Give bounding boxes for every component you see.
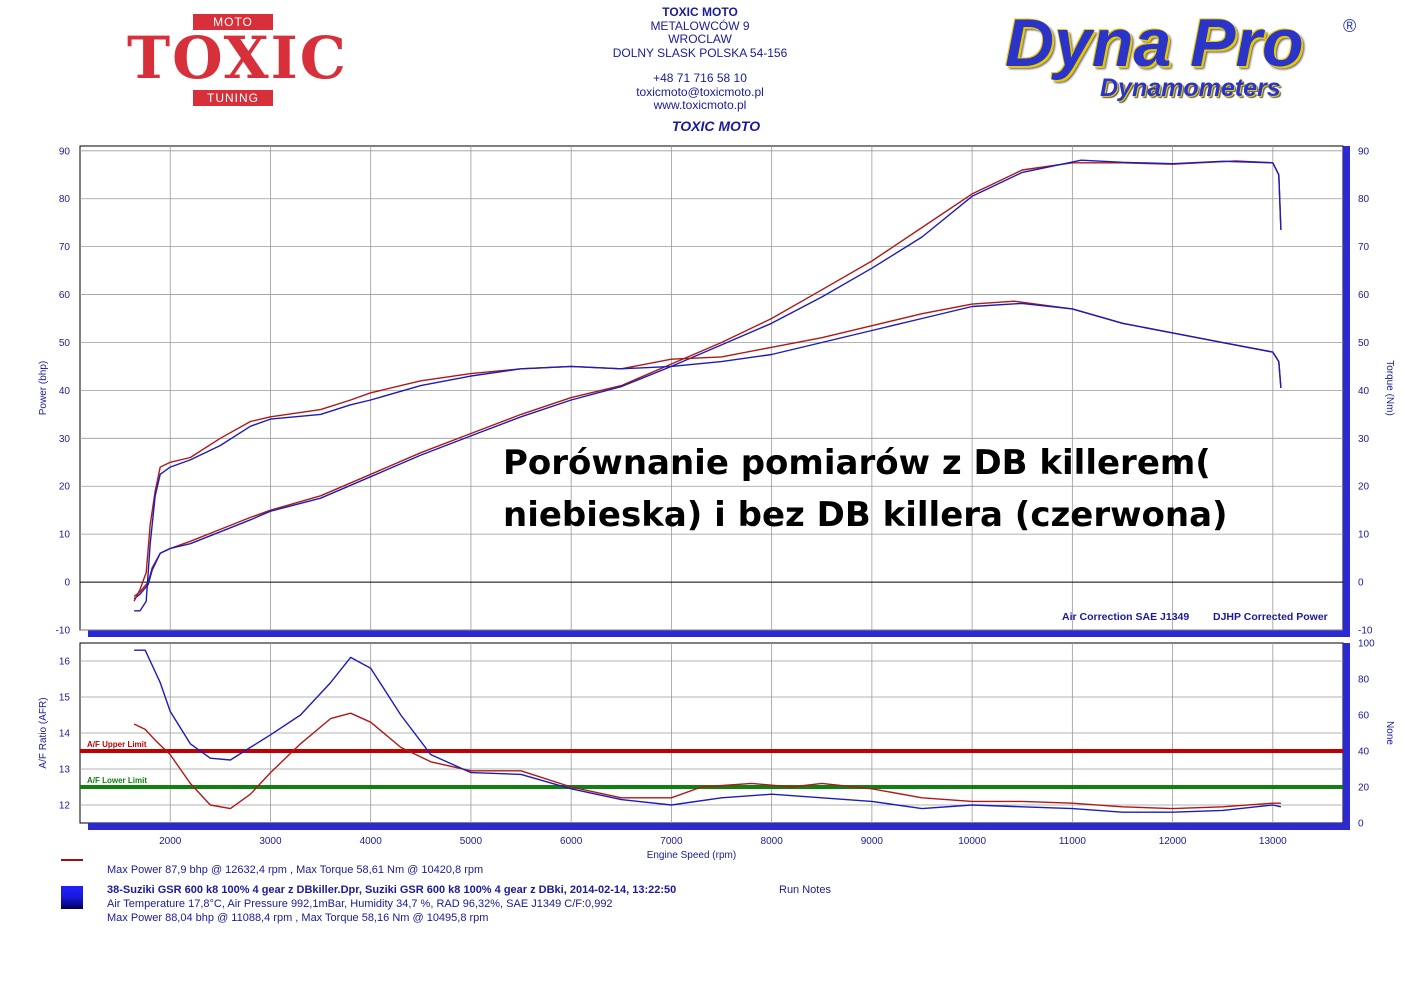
power-torque-series-3	[134, 302, 1282, 612]
address-city: WROCLAW	[668, 32, 732, 46]
run-notes-label: Run Notes	[779, 884, 831, 896]
x-tick-label: 10000	[958, 836, 986, 847]
y-tick-label: 10	[59, 530, 71, 541]
y-tick-label: 70	[59, 242, 71, 253]
y-tick-label: 0	[64, 578, 70, 589]
y2-tick-label: 40	[1358, 747, 1370, 758]
dynapro-logo: Dyna Pro ® Dynamometers	[1005, 5, 1365, 105]
afr-limit-label-0: A/F Upper Limit	[87, 740, 147, 749]
legend-blue-title: 38-Suziki GSR 600 k8 100% 4 gear z DBkil…	[107, 884, 677, 896]
y2-tick-label: 80	[1358, 194, 1370, 205]
afr-series-0	[133, 712, 1281, 810]
legend-red-summary: Max Power 87,9 bhp @ 12632,4 rpm , Max T…	[107, 864, 484, 876]
y2-tick-label: 80	[1358, 675, 1370, 686]
toxic-logo: MOTO TOXIC TUNING	[127, 14, 348, 106]
x-tick-label: 12000	[1159, 836, 1187, 847]
x-tick-label: 13000	[1259, 836, 1287, 847]
x-tick-label: 5000	[460, 836, 483, 847]
x-tick-label: 4000	[360, 836, 383, 847]
legend-blue-conditions: Air Temperature 17,8°C, Air Pressure 992…	[107, 898, 613, 910]
bottom-scale-bar-1	[88, 630, 1350, 637]
x-tick-label: 7000	[660, 836, 683, 847]
y2-tick-label: 10	[1358, 530, 1370, 541]
afr-series-1	[134, 649, 1282, 813]
y2-tick-label: 50	[1358, 338, 1370, 349]
y2-tick-label: 70	[1358, 242, 1370, 253]
x-tick-label: 3000	[259, 836, 282, 847]
address-block: TOXIC MOTO METALOWCÓW 9 WROCLAW DOLNY SL…	[560, 5, 840, 113]
chart-title: TOXIC MOTO	[671, 118, 761, 134]
toxic-logo-moto: MOTO	[193, 14, 273, 30]
x-tick-label: 8000	[761, 836, 784, 847]
y2-tick-label: 90	[1358, 146, 1370, 157]
power-torque-series-1	[133, 159, 1282, 600]
y-tick-label: 40	[59, 386, 71, 397]
y-tick-label: 15	[59, 693, 71, 704]
right-scale-bar-2	[1343, 643, 1350, 830]
y2-tick-label: 40	[1358, 386, 1370, 397]
bottom-scale-bar-2	[88, 823, 1350, 830]
contact-phone: +48 71 716 58 10	[653, 71, 747, 85]
y2-tick-label: 100	[1358, 639, 1375, 650]
y-tick-label: 80	[59, 194, 71, 205]
y2-tick-label: 30	[1358, 434, 1370, 445]
dynapro-logo-registered: ®	[1343, 16, 1357, 36]
y-tick-label: 90	[59, 146, 71, 157]
y-tick-label: -10	[56, 626, 71, 637]
y-tick-label: 12	[59, 801, 71, 812]
comparison-note-line1: Porównanie pomiarów z DB killerem(	[503, 443, 1211, 483]
annotation-air-correction: Air Correction SAE J1349	[1062, 611, 1189, 623]
y2-axis-label: Torque (Nm)	[1384, 360, 1395, 416]
comparison-note: Porównanie pomiarów z DB killerem( niebi…	[503, 437, 1228, 541]
legend-blue-swatch	[61, 886, 83, 909]
y-tick-label: 16	[59, 657, 71, 668]
comparison-note-line2: niebieska) i bez DB killera (czerwona)	[503, 495, 1228, 535]
company-name: TOXIC MOTO	[662, 5, 738, 19]
x-tick-label: 6000	[560, 836, 583, 847]
y-axis-label: A/F Ratio (AFR)	[38, 697, 49, 768]
y2-axis-label: None	[1384, 721, 1395, 745]
y-tick-label: 14	[59, 729, 71, 740]
legend-blue-summary: Max Power 88,04 bhp @ 11088,4 rpm , Max …	[107, 912, 489, 924]
x-tick-label: 9000	[861, 836, 884, 847]
y-tick-label: 20	[59, 482, 71, 493]
contact-email: toxicmoto@toxicmoto.pl	[636, 84, 764, 99]
y-tick-label: 60	[59, 290, 71, 301]
annotation-corrected-power: DJHP Corrected Power	[1213, 611, 1328, 623]
y2-tick-label: 20	[1358, 783, 1370, 794]
address-street: METALOWCÓW 9	[650, 18, 750, 33]
toxic-logo-word: TOXIC	[127, 24, 348, 92]
y2-tick-label: 20	[1358, 482, 1370, 493]
contact-web: www.toxicmoto.pl	[653, 98, 747, 112]
x-axis-label: Engine Speed (rpm)	[647, 850, 737, 861]
dynapro-logo-sub: Dynamometers	[1100, 74, 1281, 102]
address-region: DOLNY SLASK POLSKA 54-156	[612, 45, 788, 60]
y-axis-label: Power (bhp)	[38, 361, 49, 415]
y-tick-label: 30	[59, 434, 71, 445]
right-scale-bar-1	[1343, 146, 1350, 637]
afr-limit-label-1: A/F Lower Limit	[87, 776, 147, 785]
y2-tick-label: 60	[1358, 290, 1370, 301]
toxic-logo-tuning: TUNING	[193, 90, 273, 106]
legend-red-swatch	[61, 859, 83, 861]
y2-tick-label: -10	[1358, 626, 1373, 637]
y-tick-label: 50	[59, 338, 71, 349]
y2-tick-label: 0	[1358, 578, 1364, 589]
y-tick-label: 13	[59, 765, 71, 776]
dynapro-logo-main: Dyna Pro	[1005, 5, 1304, 81]
x-tick-label: 2000	[159, 836, 182, 847]
y2-tick-label: 60	[1358, 711, 1370, 722]
plot-frame-1	[79, 145, 1344, 631]
x-tick-label: 11000	[1059, 836, 1087, 847]
y2-tick-label: 0	[1358, 819, 1364, 830]
